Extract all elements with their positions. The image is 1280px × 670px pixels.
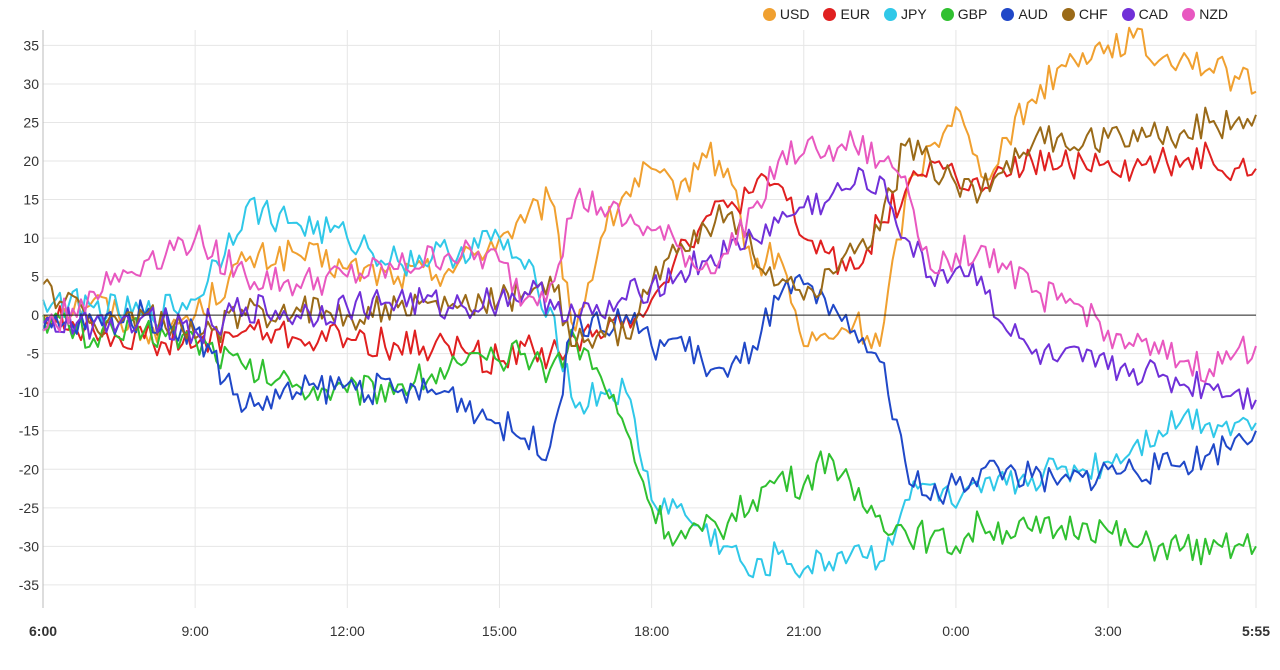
legend-item-eur[interactable]: EUR (823, 6, 870, 22)
y-tick-label: 35 (23, 37, 39, 53)
legend-item-gbp[interactable]: GBP (940, 6, 988, 22)
legend-item-nzd[interactable]: NZD (1182, 6, 1228, 22)
y-tick-label: 20 (23, 153, 39, 169)
y-tick-label: -15 (19, 423, 39, 439)
legend-color-dot (884, 7, 898, 21)
legend-color-dot (1182, 7, 1196, 21)
series-line-aud (42, 273, 1257, 505)
y-tick-label: 5 (31, 269, 39, 285)
legend-color-dot (1121, 7, 1135, 21)
x-tick-label: 3:00 (1094, 623, 1121, 639)
legend-item-jpy[interactable]: JPY (884, 6, 927, 22)
y-axis-tick-labels: 35 30 25 20 15 10 5 0 -5 -10 -15 -20 -25 -30 -35 (19, 37, 39, 592)
series-line-nzd (42, 130, 1257, 383)
y-tick-label: 15 (23, 192, 39, 208)
y-tick-label: -10 (19, 384, 39, 400)
legend-label: CHF (1078, 6, 1108, 22)
x-tick-label: 9:00 (182, 623, 209, 639)
y-tick-label: -30 (19, 538, 39, 554)
legend-label: AUD (1018, 6, 1048, 22)
series-lines (42, 26, 1257, 579)
series-line-eur (42, 141, 1257, 375)
legend-color-dot (940, 7, 954, 21)
x-tick-label: 21:00 (786, 623, 821, 639)
series-line-gbp (42, 312, 1257, 566)
legend-color-dot (1061, 7, 1075, 21)
x-tick-label: 18:00 (634, 623, 669, 639)
grid (42, 30, 1257, 608)
y-tick-label: 30 (23, 76, 39, 92)
legend-label: JPY (901, 6, 927, 22)
legend-color-dot (823, 7, 837, 21)
legend-label: GBP (957, 6, 988, 22)
x-tick-label: 6:00 (29, 623, 57, 639)
y-tick-label: 10 (23, 230, 39, 246)
x-axis-tick-labels: 6:00 9:00 12:00 15:00 18:00 21:00 0:00 3:00 5:55 (29, 623, 1270, 639)
series-line-cad (42, 166, 1257, 410)
legend-item-chf[interactable]: CHF (1061, 6, 1108, 22)
legend: USD EUR JPY GBP AUD CHF CAD NZD (762, 6, 1228, 22)
y-tick-label: -35 (19, 577, 39, 593)
series-line-usd (42, 26, 1257, 350)
legend-color-dot (762, 7, 776, 21)
x-tick-label: 12:00 (330, 623, 365, 639)
x-tick-label: 15:00 (482, 623, 517, 639)
legend-item-aud[interactable]: AUD (1001, 6, 1048, 22)
legend-color-dot (1001, 7, 1015, 21)
y-tick-label: 25 (23, 114, 39, 130)
legend-item-usd[interactable]: USD (762, 6, 810, 22)
legend-label: USD (779, 6, 810, 22)
y-tick-label: -25 (19, 500, 39, 516)
x-tick-label: 0:00 (942, 623, 969, 639)
y-tick-label: 0 (31, 307, 39, 323)
series-line-jpy (42, 196, 1257, 579)
legend-item-cad[interactable]: CAD (1121, 6, 1169, 22)
y-tick-label: -20 (19, 461, 39, 477)
x-tick-label: 5:55 (1242, 623, 1270, 639)
y-tick-label: -5 (27, 346, 40, 362)
legend-label: CAD (1138, 6, 1169, 22)
legend-label: NZD (1199, 6, 1228, 22)
legend-label: EUR (840, 6, 871, 22)
